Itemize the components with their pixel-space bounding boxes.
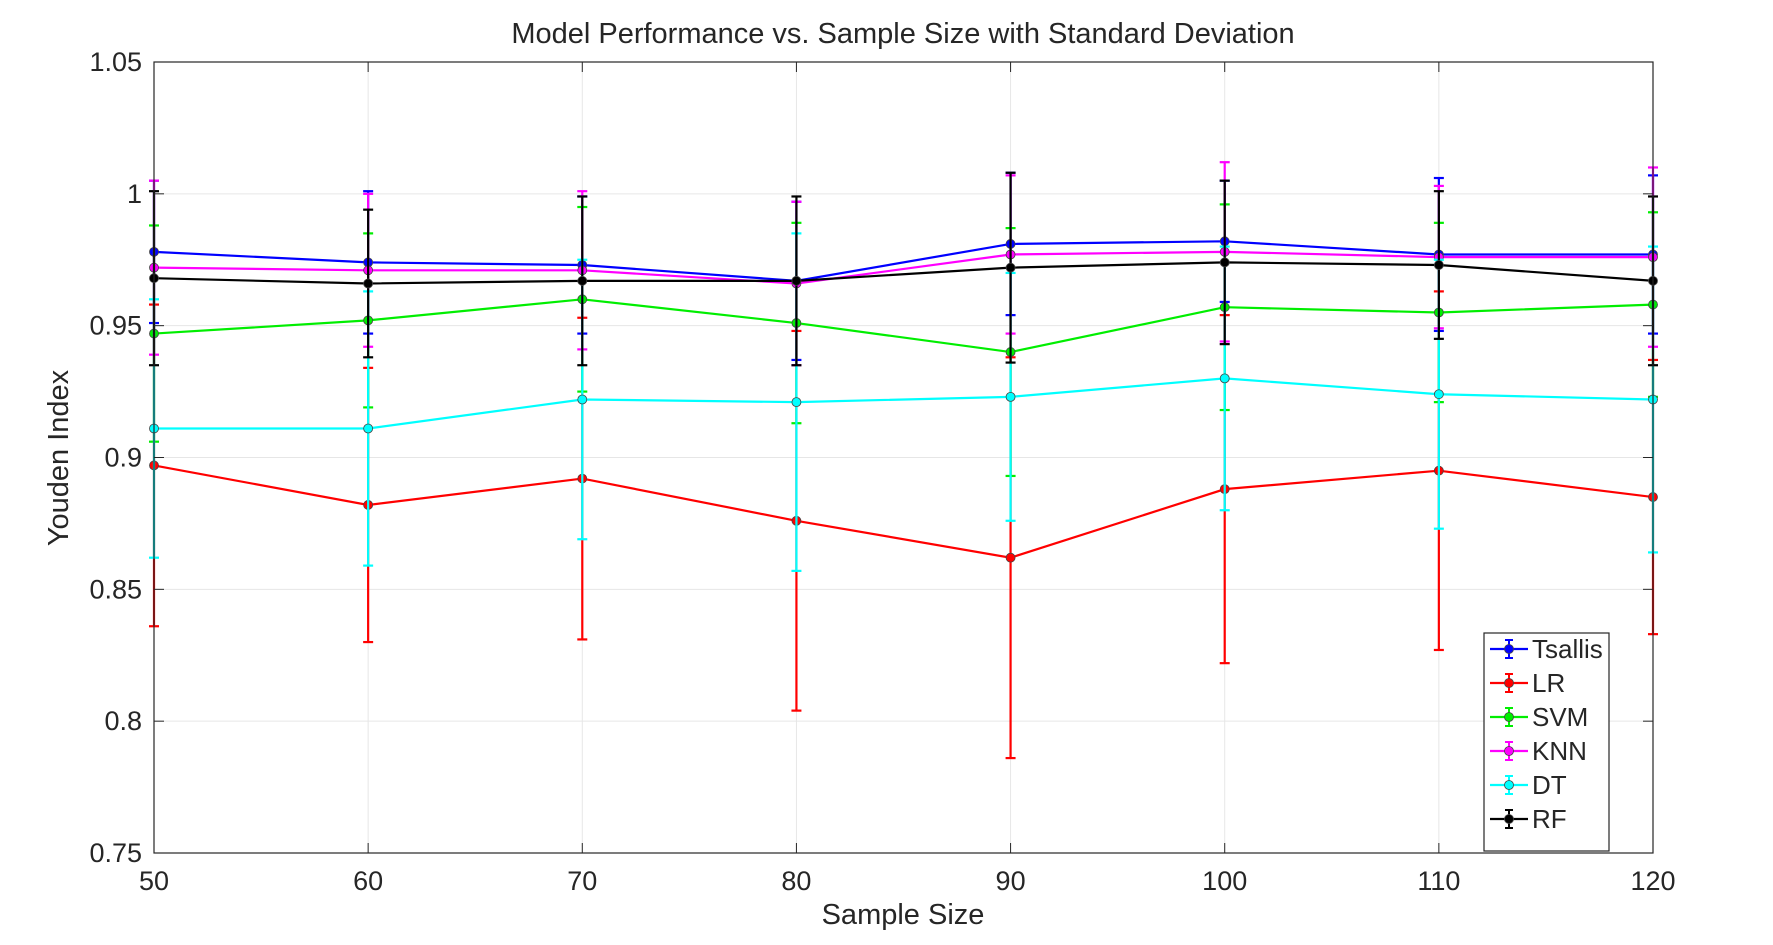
series-line bbox=[153, 298, 1654, 354]
y-tick-label: 0.85 bbox=[89, 574, 142, 604]
x-tick-label: 120 bbox=[1630, 866, 1675, 896]
data-point bbox=[1433, 389, 1444, 400]
data-point bbox=[791, 397, 802, 408]
series-line bbox=[153, 464, 1654, 559]
legend-label: Tsallis bbox=[1532, 634, 1603, 664]
series-svm bbox=[149, 203, 1658, 478]
data-point bbox=[1433, 260, 1444, 270]
y-tick-label: 1.05 bbox=[89, 47, 142, 77]
y-tick-label: 1 bbox=[127, 179, 142, 209]
legend-marker bbox=[1504, 746, 1514, 756]
y-axis-label: Youden Index bbox=[43, 369, 75, 546]
legend-label: DT bbox=[1532, 770, 1567, 800]
x-tick-label: 50 bbox=[139, 866, 169, 896]
data-point bbox=[577, 275, 588, 286]
legend: Tsallis LR SVM KNN DT RF bbox=[1483, 632, 1610, 852]
legend-marker bbox=[1504, 712, 1514, 722]
data-point bbox=[791, 275, 802, 286]
series-line bbox=[154, 377, 1654, 430]
legend-entry-knn: KNN bbox=[1490, 736, 1587, 766]
series-tsallis bbox=[149, 171, 1658, 362]
legend-entry-svm: SVM bbox=[1490, 702, 1588, 732]
series-line bbox=[153, 250, 1653, 285]
grid-layer bbox=[153, 61, 1654, 854]
legend-entry-dt: DT bbox=[1490, 770, 1567, 800]
data-point bbox=[577, 394, 588, 405]
legend-marker bbox=[1504, 644, 1514, 654]
chart-title: Model Performance vs. Sample Size with S… bbox=[511, 18, 1294, 50]
axes-layer: 50 60 70 80 90 100 110 120 0.75 0.8 0.85 0.9 0.95 1 1.… bbox=[89, 47, 1675, 896]
legend-box bbox=[1483, 632, 1610, 852]
legend-marker bbox=[1504, 780, 1514, 790]
data-point bbox=[363, 278, 374, 289]
legend-label: RF bbox=[1532, 804, 1567, 834]
y-tick-label: 0.75 bbox=[89, 838, 142, 868]
legend-marker bbox=[1504, 678, 1514, 688]
data-point bbox=[1005, 262, 1016, 273]
x-axis-label: Sample Size bbox=[822, 899, 985, 931]
series-line bbox=[153, 261, 1654, 285]
x-tick-label: 110 bbox=[1417, 866, 1460, 896]
data-point bbox=[1219, 373, 1230, 384]
legend-label: SVM bbox=[1532, 702, 1588, 732]
y-tick-label: 0.8 bbox=[104, 706, 142, 736]
series-lr bbox=[149, 290, 1658, 760]
legend-entry-tsallis: Tsallis bbox=[1490, 634, 1603, 664]
x-tick-label: 90 bbox=[996, 866, 1026, 896]
series-knn bbox=[149, 161, 1658, 367]
series-layer bbox=[149, 161, 1658, 760]
legend-label: LR bbox=[1532, 668, 1565, 698]
x-tick-label: 60 bbox=[353, 866, 383, 896]
legend-label: KNN bbox=[1532, 736, 1587, 766]
legend-entry-rf: RF bbox=[1490, 804, 1567, 834]
data-point bbox=[1219, 257, 1230, 268]
y-tick-label: 0.95 bbox=[89, 311, 142, 341]
series-line bbox=[153, 240, 1653, 282]
legend-entry-lr: LR bbox=[1490, 668, 1565, 698]
data-point bbox=[1005, 391, 1016, 402]
x-tick-label: 100 bbox=[1202, 866, 1247, 896]
y-tick-label: 0.9 bbox=[104, 443, 142, 473]
data-point bbox=[363, 423, 374, 434]
x-tick-label: 80 bbox=[781, 866, 811, 896]
x-tick-label: 70 bbox=[567, 866, 597, 896]
legend-marker bbox=[1504, 814, 1514, 824]
data-point bbox=[1005, 552, 1016, 563]
